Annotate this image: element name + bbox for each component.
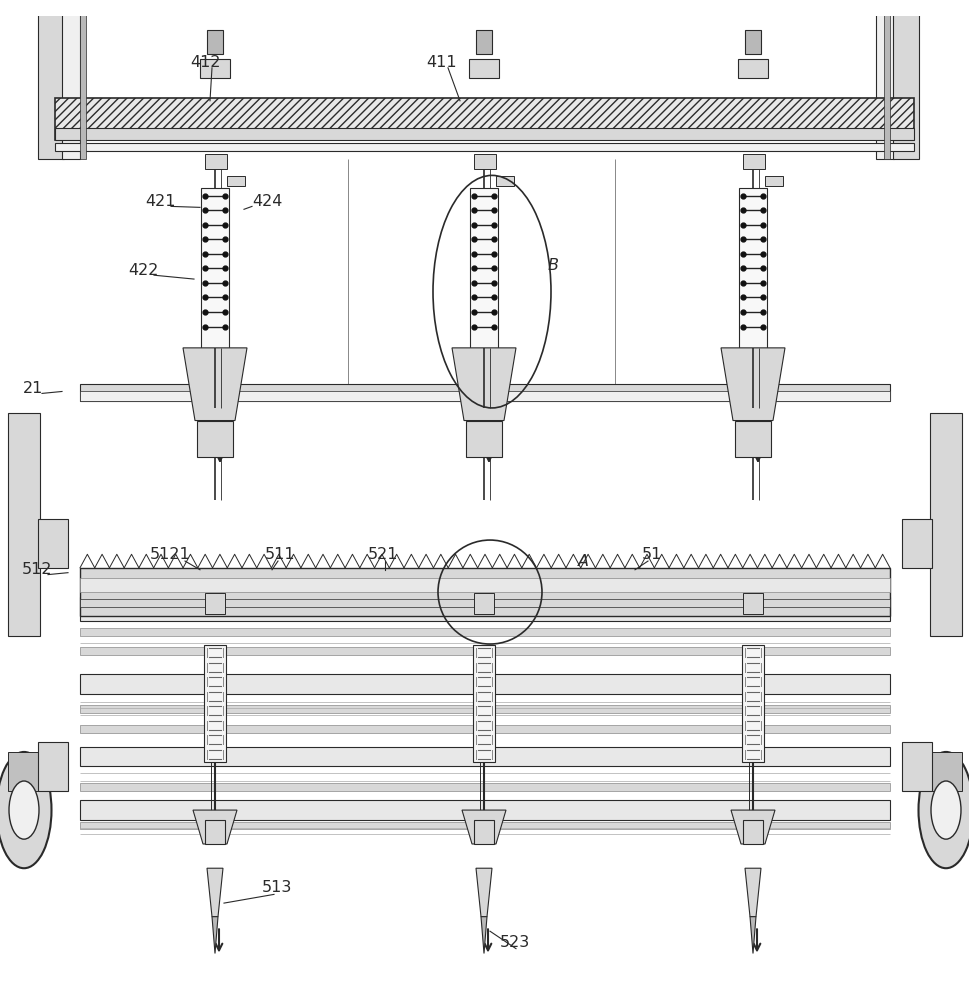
Bar <box>80 783 890 791</box>
Bar <box>80 384 890 401</box>
Text: 512: 512 <box>22 562 52 577</box>
Bar <box>743 154 765 169</box>
Text: 523: 523 <box>500 935 530 950</box>
Polygon shape <box>476 868 492 917</box>
Bar <box>80 647 890 655</box>
Bar <box>735 421 771 457</box>
Bar <box>80 599 890 607</box>
Bar <box>205 154 227 169</box>
Bar <box>62 0 80 159</box>
Text: 511: 511 <box>265 547 296 562</box>
Bar <box>496 176 514 186</box>
Polygon shape <box>183 348 247 421</box>
Bar <box>884 0 890 159</box>
Polygon shape <box>452 348 516 421</box>
Bar <box>745 30 761 54</box>
Bar <box>738 59 768 78</box>
Bar <box>8 752 40 791</box>
Ellipse shape <box>0 752 51 868</box>
Text: 51: 51 <box>642 547 663 562</box>
Bar <box>474 154 496 169</box>
Bar <box>80 0 86 159</box>
Bar <box>80 578 890 592</box>
Bar <box>469 59 499 78</box>
Polygon shape <box>462 810 506 844</box>
Bar <box>765 176 783 186</box>
Bar <box>205 593 225 614</box>
Bar <box>204 645 226 762</box>
Bar <box>227 176 245 186</box>
Bar <box>207 30 223 54</box>
Text: 412: 412 <box>190 55 221 70</box>
Bar <box>80 802 890 810</box>
Polygon shape <box>731 810 775 844</box>
Bar <box>80 686 890 694</box>
Bar <box>474 593 494 614</box>
Bar <box>902 519 932 568</box>
Bar <box>80 747 890 766</box>
Bar <box>80 391 890 401</box>
Text: 424: 424 <box>252 194 282 209</box>
Bar <box>201 188 229 348</box>
Bar <box>80 822 890 829</box>
Polygon shape <box>481 917 487 953</box>
Bar <box>80 674 890 694</box>
Bar <box>930 413 962 636</box>
Bar <box>80 800 890 820</box>
Text: 411: 411 <box>426 55 456 70</box>
Bar <box>55 98 914 140</box>
Bar <box>80 628 890 636</box>
Bar <box>55 128 914 140</box>
Bar <box>8 413 40 636</box>
Polygon shape <box>745 868 761 917</box>
Bar <box>80 609 890 616</box>
Ellipse shape <box>9 781 39 839</box>
Bar <box>743 820 763 844</box>
Text: 5121: 5121 <box>150 547 191 562</box>
Polygon shape <box>193 810 237 844</box>
Bar <box>474 820 494 844</box>
Bar <box>876 0 894 159</box>
Bar <box>38 519 68 568</box>
Bar <box>80 705 890 713</box>
Bar <box>739 188 767 348</box>
Polygon shape <box>721 348 785 421</box>
Bar <box>200 59 230 78</box>
Text: 521: 521 <box>368 547 398 562</box>
Bar <box>80 568 890 616</box>
Bar <box>893 0 919 159</box>
Polygon shape <box>207 868 223 917</box>
Bar <box>470 188 498 348</box>
Text: 21: 21 <box>23 381 44 396</box>
Text: A: A <box>578 554 589 569</box>
Ellipse shape <box>919 752 969 868</box>
Bar <box>902 742 932 791</box>
Bar <box>473 645 495 762</box>
Polygon shape <box>212 917 218 953</box>
Text: B: B <box>548 258 559 273</box>
Bar <box>742 645 764 762</box>
Text: 422: 422 <box>128 263 158 278</box>
Bar <box>197 421 233 457</box>
Bar <box>743 593 763 614</box>
Bar <box>38 0 64 159</box>
Bar <box>55 143 914 151</box>
Text: 421: 421 <box>145 194 175 209</box>
Ellipse shape <box>931 781 961 839</box>
Bar <box>80 725 890 733</box>
Bar <box>466 421 502 457</box>
Polygon shape <box>750 917 756 953</box>
Bar <box>476 30 492 54</box>
Bar <box>930 752 962 791</box>
Text: 513: 513 <box>262 880 293 895</box>
Bar <box>38 742 68 791</box>
Bar <box>80 597 890 621</box>
Bar <box>205 820 225 844</box>
